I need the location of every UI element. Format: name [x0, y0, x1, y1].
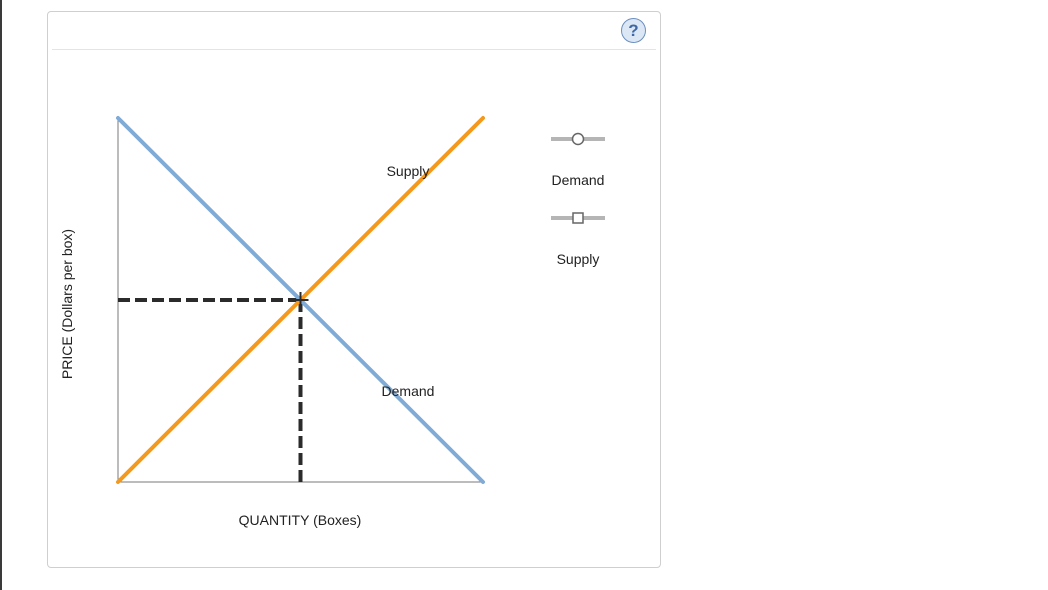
square-marker-icon: [572, 212, 584, 224]
legend-label-supply: Supply: [557, 251, 600, 267]
legend-label-demand: Demand: [552, 172, 605, 188]
y-axis-label: PRICE (Dollars per box): [59, 229, 75, 379]
equilibrium-marker[interactable]: [292, 292, 309, 308]
legend: Demand Supply: [551, 132, 605, 267]
circle-marker-icon: [571, 132, 585, 146]
help-button[interactable]: ?: [621, 18, 646, 43]
question-mark-icon: ?: [628, 21, 639, 40]
graph-panel: ?: [47, 11, 661, 568]
legend-item-demand[interactable]: Demand: [551, 132, 605, 189]
demand-curve-label: Demand: [382, 383, 435, 399]
x-axis-label: QUANTITY (Boxes): [239, 512, 362, 528]
legend-item-supply[interactable]: Supply: [551, 212, 605, 267]
window-left-edge: [0, 0, 2, 590]
panel-header-divider: [52, 49, 656, 50]
supply-curve-label: Supply: [387, 163, 430, 179]
equilibrium-guides: [118, 298, 303, 482]
